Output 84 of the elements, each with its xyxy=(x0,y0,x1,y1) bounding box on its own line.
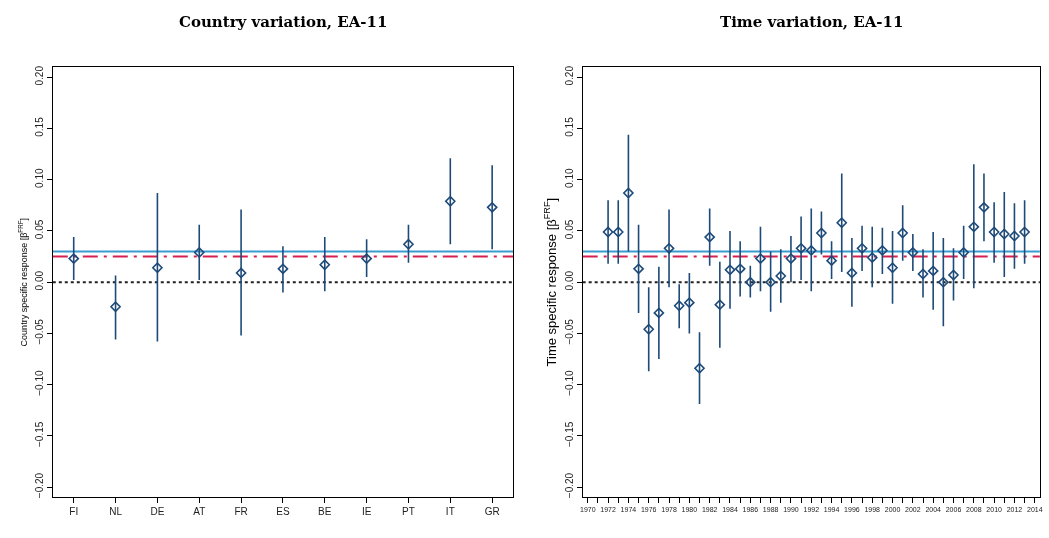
point xyxy=(978,202,990,213)
point xyxy=(110,301,121,313)
point xyxy=(361,253,372,264)
y-tick-label: 0.10 xyxy=(563,168,575,188)
point xyxy=(866,252,878,263)
point xyxy=(816,227,827,239)
x-tick-label: GR xyxy=(484,506,500,518)
point xyxy=(968,221,980,233)
point xyxy=(235,267,247,279)
chart-title: Time variation, EA-11 xyxy=(720,13,904,31)
point xyxy=(724,264,736,276)
point xyxy=(785,253,797,264)
point xyxy=(937,276,949,288)
x-tick-label: DE xyxy=(150,506,165,518)
point xyxy=(805,245,817,256)
point xyxy=(765,276,776,288)
x-tick-label: IT xyxy=(445,506,455,518)
point xyxy=(193,247,205,258)
y-tick-label: −0.20 xyxy=(33,472,45,499)
point xyxy=(704,231,716,243)
x-tick-label: FI xyxy=(69,506,79,518)
point xyxy=(444,195,456,207)
point xyxy=(897,227,909,239)
x-tick-label: BE xyxy=(318,506,332,518)
point xyxy=(653,307,665,319)
y-tick-label: −0.05 xyxy=(33,318,45,345)
x-tick-label: NL xyxy=(109,506,123,518)
point xyxy=(887,262,898,274)
point xyxy=(633,263,644,275)
x-tick-label: ES xyxy=(276,506,290,518)
y-tick-label: 0.05 xyxy=(563,219,575,240)
point xyxy=(277,263,289,275)
y-tick-label: 0.05 xyxy=(33,219,45,240)
point xyxy=(836,217,848,229)
point xyxy=(958,247,969,258)
point xyxy=(486,202,498,213)
point xyxy=(775,270,787,282)
point xyxy=(663,243,675,254)
x-tick-label: AT xyxy=(193,506,206,518)
point xyxy=(643,323,655,335)
point xyxy=(1009,230,1020,242)
y-tick-label: −0.05 xyxy=(563,318,575,345)
point xyxy=(927,265,939,277)
point xyxy=(744,276,756,288)
point xyxy=(907,247,919,258)
point xyxy=(403,238,414,250)
x-tick-label: PT xyxy=(402,506,415,518)
point xyxy=(948,269,959,281)
y-tick-label: 0.10 xyxy=(33,168,45,188)
point xyxy=(673,300,685,312)
x-tick-label: IE xyxy=(361,506,372,518)
point xyxy=(755,253,766,264)
chart-title: Country variation, EA-11 xyxy=(179,13,388,31)
y-tick-label: 0.15 xyxy=(33,116,45,137)
point xyxy=(684,297,695,308)
point xyxy=(1019,226,1030,238)
y-tick-label: 0.20 xyxy=(33,65,45,86)
y-tick-label: 0.15 xyxy=(563,116,575,137)
y-tick-label: 0.20 xyxy=(563,65,575,86)
x-tick-label: FR xyxy=(234,506,248,518)
y-tick-label: −0.15 xyxy=(563,421,575,447)
point xyxy=(877,245,888,256)
point xyxy=(68,253,80,264)
point xyxy=(734,263,746,275)
point xyxy=(612,226,624,238)
y-tick-label: 0.00 xyxy=(33,270,45,291)
point xyxy=(826,255,837,266)
y-tick-label: 0.00 xyxy=(563,270,575,291)
point xyxy=(714,299,726,311)
point xyxy=(623,187,634,199)
y-tick-label: −0.10 xyxy=(563,370,575,396)
point xyxy=(998,228,1010,240)
y-tick-label: −0.20 xyxy=(563,472,575,499)
point xyxy=(152,262,163,274)
point xyxy=(795,243,807,254)
point xyxy=(602,226,614,238)
y-tick-label: −0.15 xyxy=(33,421,45,447)
y-tick-label: −0.10 xyxy=(33,370,45,396)
point xyxy=(846,267,858,279)
point xyxy=(319,259,331,271)
point xyxy=(988,226,1000,238)
point xyxy=(694,362,705,374)
point xyxy=(917,268,929,280)
point xyxy=(856,243,868,254)
